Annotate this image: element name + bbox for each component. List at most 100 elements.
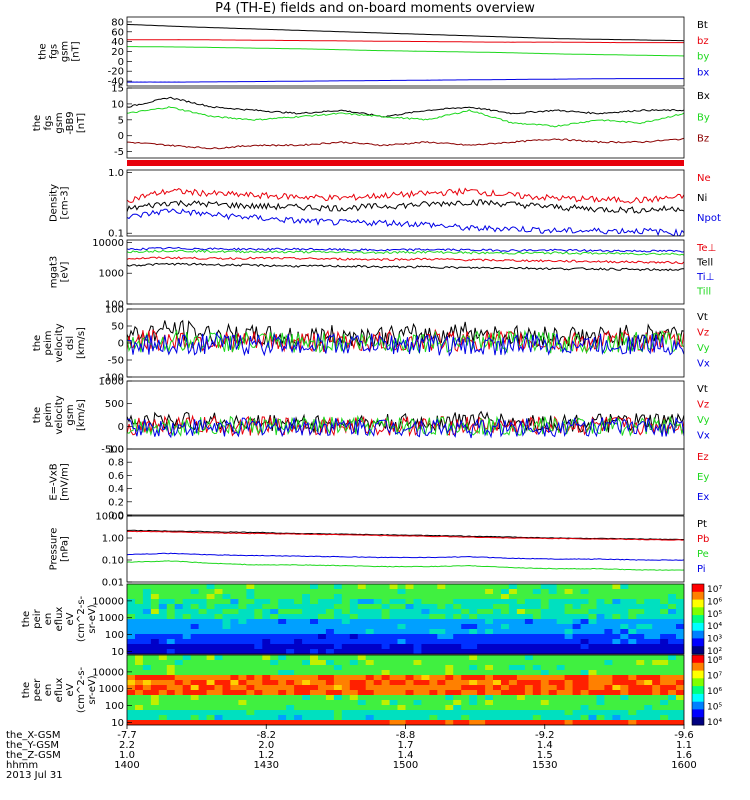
legend-npot: Npot <box>697 213 721 224</box>
legend-vz: Vz <box>697 328 709 339</box>
y-axis-label: fgs <box>43 115 54 130</box>
x-axis-value: 1400 <box>114 760 139 771</box>
panel-10: 10⁸ 10⁷ 10⁶ 10⁵ 10⁴ 10000 1000 100 10 the peer en ef… <box>21 654 722 729</box>
y-tick-label: 10000 <box>92 596 124 607</box>
legend-pb: Pb <box>697 534 709 545</box>
legend-ey: Ey <box>697 472 709 483</box>
y-axis-label: peim <box>43 402 54 427</box>
colorbar-tick-label: 10⁷ <box>707 585 722 595</box>
y-axis-label: gsm <box>65 404 76 425</box>
y-tick-label: -20 <box>108 67 124 78</box>
panel-frame <box>126 515 685 583</box>
legend-pt: Pt <box>697 519 707 530</box>
y-axis-label: eV <box>65 612 76 625</box>
y-axis-label: eflux <box>54 607 65 632</box>
series-bz-line <box>127 137 684 150</box>
y-tick-label: 1000 <box>99 377 124 388</box>
legend-by: By <box>697 112 710 123</box>
y-tick-label: 0.0 <box>108 511 124 522</box>
y-tick-label: 15 <box>111 84 124 95</box>
series-ni-line <box>127 199 684 214</box>
x-axis-row-label: the_Z-GSM <box>6 750 61 761</box>
series-till-line <box>127 249 684 256</box>
legend-vt: Vt <box>697 384 708 395</box>
y-tick-label: -40 <box>108 77 124 88</box>
y-axis-label: gsm <box>54 112 65 133</box>
colorbar-tick-label: 10² <box>707 647 722 657</box>
y-axis-label: [km/s] <box>76 399 87 431</box>
x-axis-value: 1500 <box>393 760 418 771</box>
x-axis-value: -7.7 <box>117 730 137 741</box>
legend-bz: Bz <box>697 134 709 145</box>
y-axis-label: sr-eV) <box>87 604 98 633</box>
y-tick-label: 0.4 <box>108 484 124 495</box>
colorbar-tick-label: 10⁶ <box>707 687 722 697</box>
date-label: 2013 Jul 31 <box>6 770 63 781</box>
y-axis-label: en <box>43 684 54 697</box>
y-axis-label: the <box>32 335 43 351</box>
panel-6: 1000 500 0 -500 the peim velocity gsm [km/s] Vt Vz… <box>32 377 710 456</box>
y-axis-label: [km/s] <box>76 327 87 359</box>
panel-8: 10.00 1.00 0.10 0.01 Pressure [nPa] Pt Pb Pe Pi <box>49 512 710 589</box>
y-tick-label: 10.00 <box>95 512 124 523</box>
legend-vz: Vz <box>697 400 709 411</box>
colorbar-tick-label: 10⁵ <box>707 703 722 713</box>
x-axis-value: 1.0 <box>119 750 135 761</box>
series-by-line <box>127 46 684 57</box>
series-bx-line <box>127 96 684 118</box>
colorbar-2 <box>691 654 705 726</box>
y-tick-label: 50 <box>111 322 124 333</box>
y-axis-label: sr-eV) <box>87 675 98 704</box>
x-axis-row-label: the_Y-GSM <box>6 740 59 751</box>
x-axis-value: -9.2 <box>535 730 555 741</box>
colorbar-tick-label: 10⁴ <box>707 622 722 632</box>
legend-vy: Vy <box>697 343 710 354</box>
colorbar-1 <box>691 583 705 655</box>
x-axis-value: 1.4 <box>537 740 553 751</box>
y-axis-label: eV <box>65 683 76 696</box>
series-vz-line <box>127 328 684 355</box>
series-vx-line <box>127 416 684 439</box>
y-axis-label: (cm^2-s- <box>76 595 87 642</box>
y-axis-label: Pressure <box>49 528 60 571</box>
x-axis-value: 2.0 <box>258 740 274 751</box>
series-pt-line <box>127 529 684 541</box>
colorbar-tick-label: 10⁵ <box>707 610 722 620</box>
y-tick-label: 80 <box>111 17 124 28</box>
panel-frame <box>126 87 685 159</box>
y-axis-label: E=-VxB <box>49 463 60 500</box>
y-tick-label: 60 <box>111 27 124 38</box>
y-axis-label: [nT] <box>71 41 82 61</box>
y-axis-label: the <box>21 611 32 627</box>
y-tick-label: 0 <box>118 422 124 433</box>
x-axis-value: 1.1 <box>676 740 692 751</box>
y-axis-label: [cm-3] <box>60 186 71 219</box>
legend-te: Te⊥ <box>696 243 716 254</box>
x-axis-value: -8.8 <box>396 730 416 741</box>
x-axis-value: 1530 <box>532 760 557 771</box>
y-tick-label: -50 <box>108 356 124 367</box>
y-tick-label: 100 <box>105 300 124 311</box>
x-axis-value: 1.7 <box>398 740 414 751</box>
y-axis-label: [eV] <box>60 262 71 283</box>
series-pi-line <box>127 552 684 561</box>
y-tick-label: 1000 <box>99 684 124 695</box>
y-tick-label: 1000 <box>99 613 124 624</box>
y-tick-label: 100 <box>105 305 124 316</box>
y-axis-label: dsl <box>65 336 76 350</box>
y-tick-label: 0 <box>118 131 124 142</box>
legend-ez: Ez <box>697 452 709 463</box>
legend-bx: Bx <box>697 91 710 102</box>
series-vy-line <box>127 329 684 355</box>
y-axis-label: the <box>32 407 43 423</box>
y-axis-label: velocity <box>54 323 65 362</box>
y-axis-label: peim <box>43 330 54 355</box>
x-axis-value: 1430 <box>254 760 279 771</box>
x-axis-value: 1.2 <box>258 750 274 761</box>
y-axis-label: [nPa] <box>60 536 71 562</box>
series-bt-line <box>127 23 684 42</box>
colorbar-tick-label: 10³ <box>707 635 722 645</box>
